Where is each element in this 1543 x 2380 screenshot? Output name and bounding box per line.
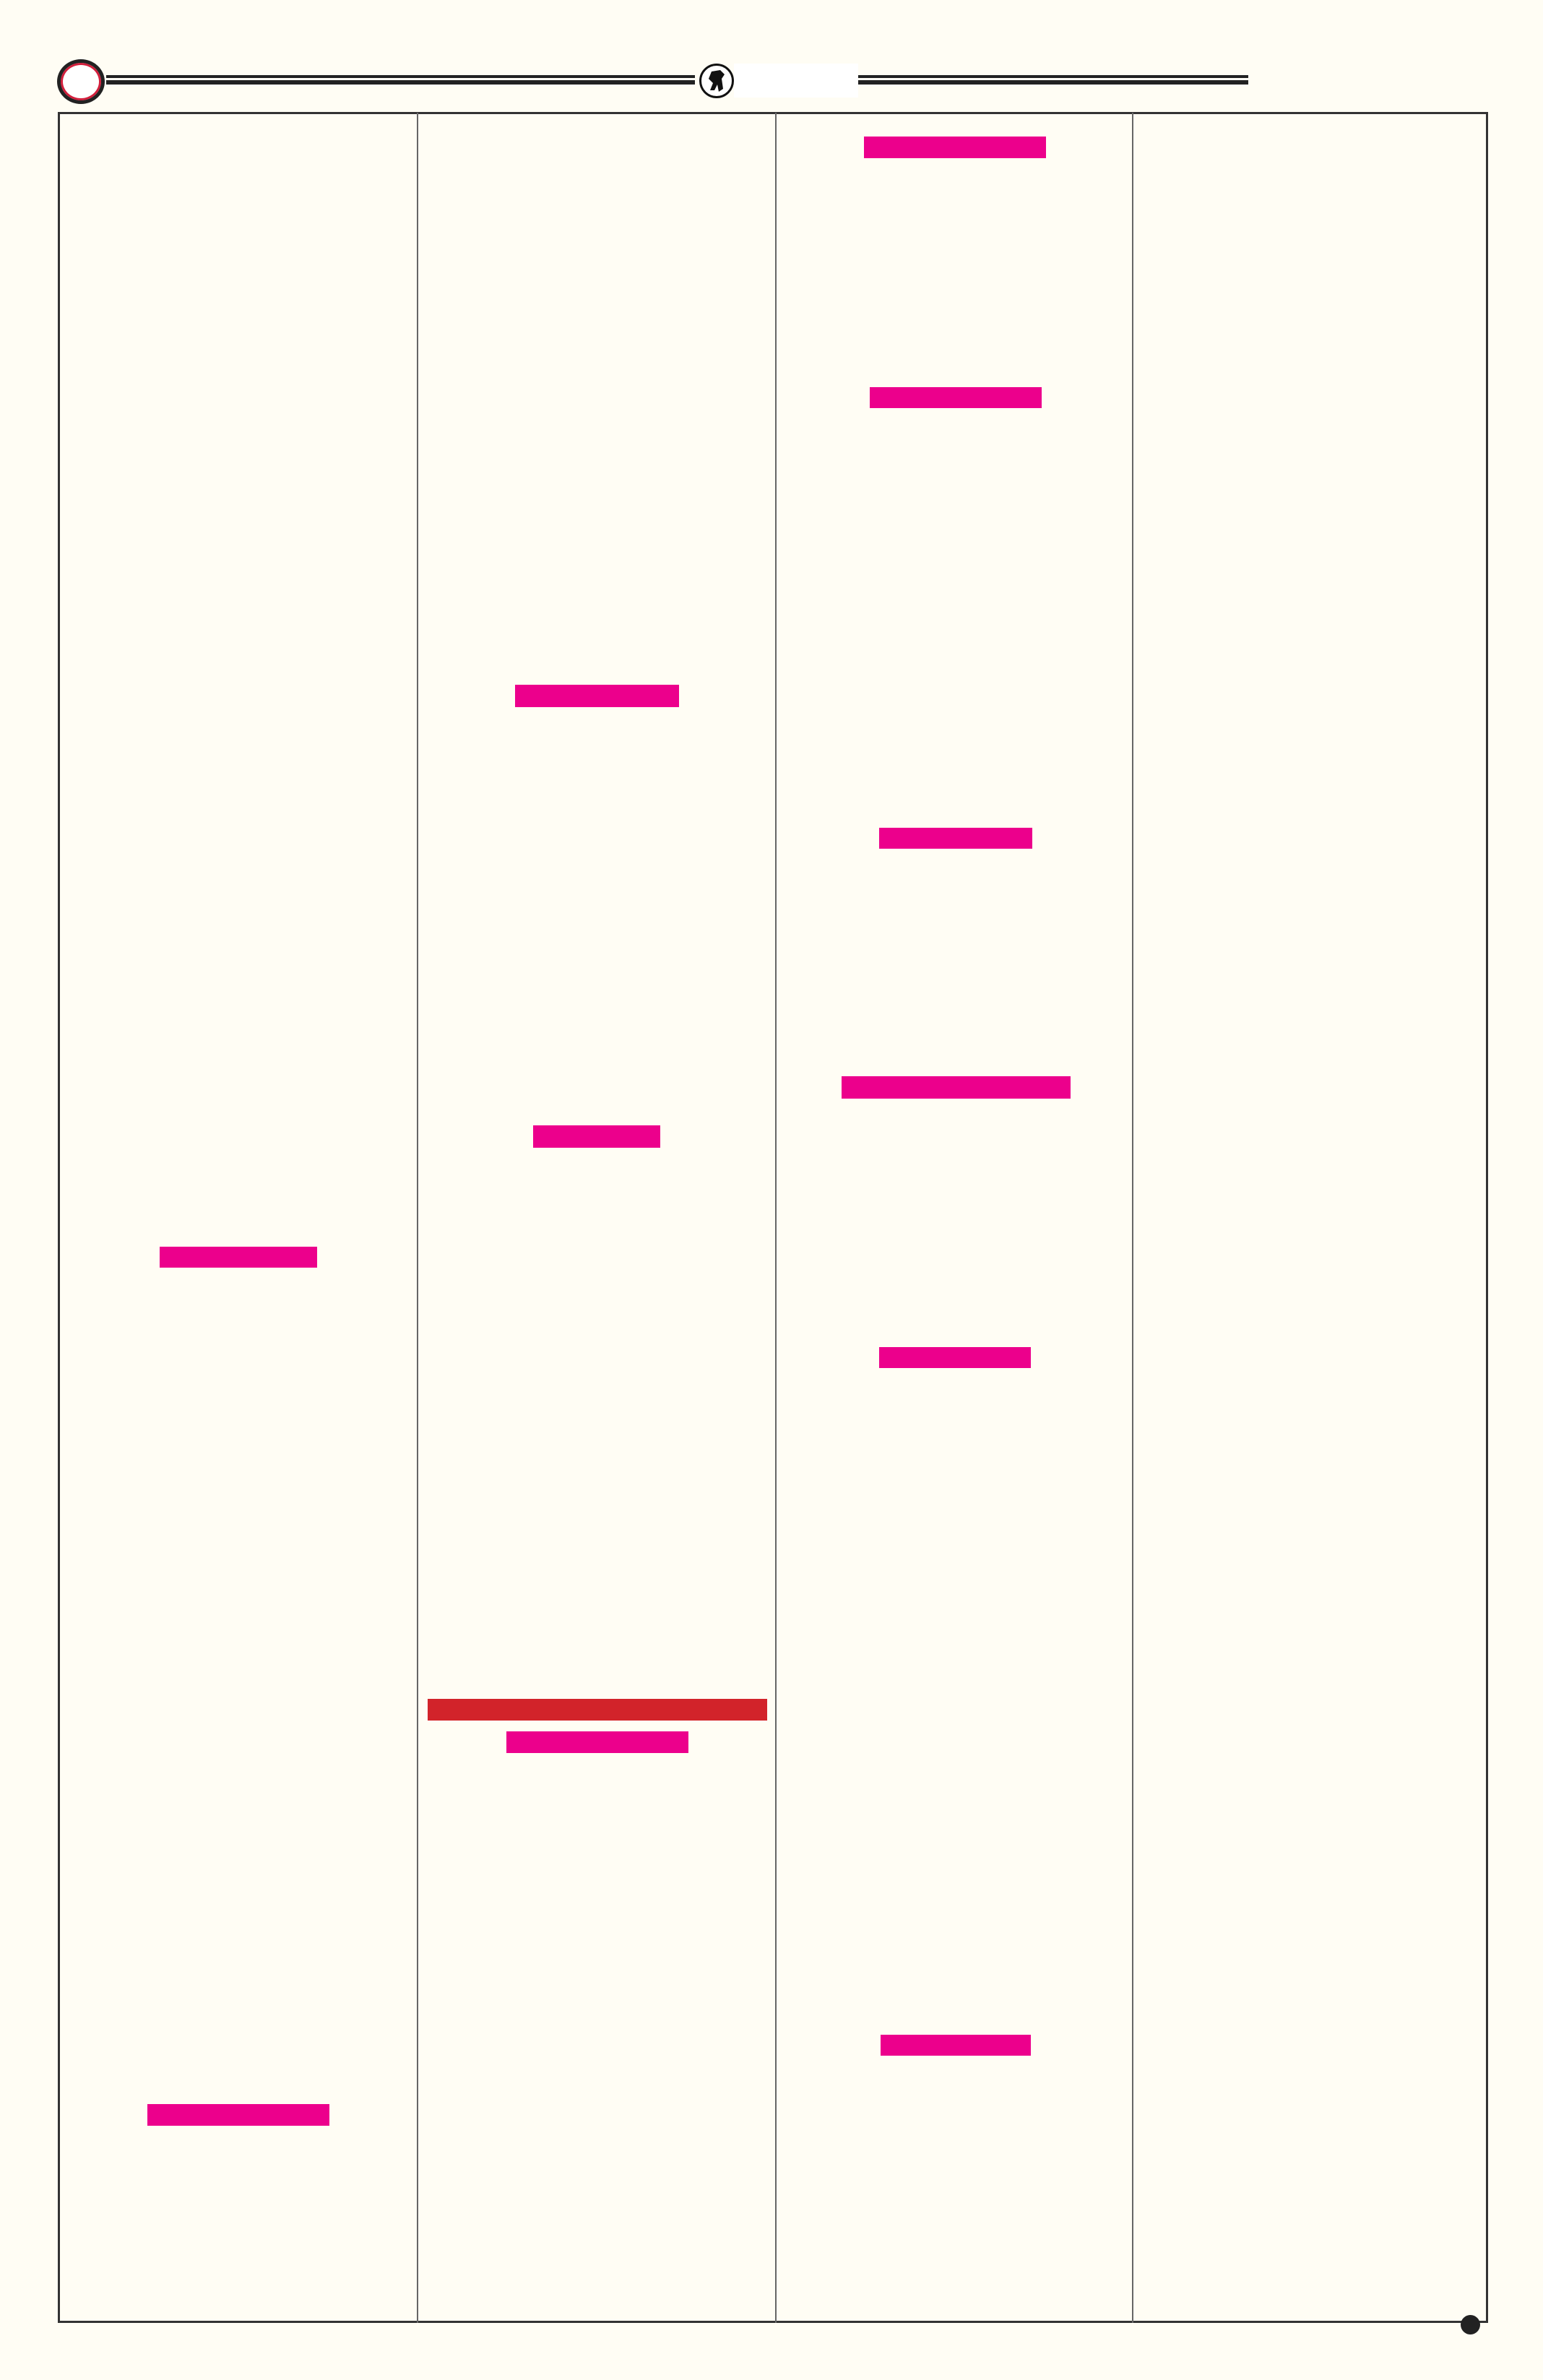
header-rule [106,80,695,85]
column-divider [1132,113,1133,2323]
header-rule [858,75,1248,78]
redacted-heading [506,1731,688,1753]
header-title-area [734,64,858,98]
redacted-heading [533,1125,660,1148]
page-frame [58,112,1488,2323]
column-divider [417,113,418,2323]
redacted-heading [842,1076,1071,1099]
redacted-heading [147,2104,329,2126]
redacted-heading [864,137,1046,158]
redacted-heading [879,1347,1031,1368]
redacted-heading [881,2035,1031,2056]
column-divider [775,113,777,2323]
redacted-heading [870,387,1042,408]
redacted-heading [515,685,679,707]
redacted-heading [160,1247,317,1268]
page-end-dot [1461,2315,1480,2334]
ring-icon [57,59,105,104]
redacted-heading [879,828,1032,849]
header-rule [858,80,1248,85]
redacted-banner [428,1699,767,1721]
header-rule [106,75,695,78]
horse-rider-emblem-icon [699,64,734,98]
